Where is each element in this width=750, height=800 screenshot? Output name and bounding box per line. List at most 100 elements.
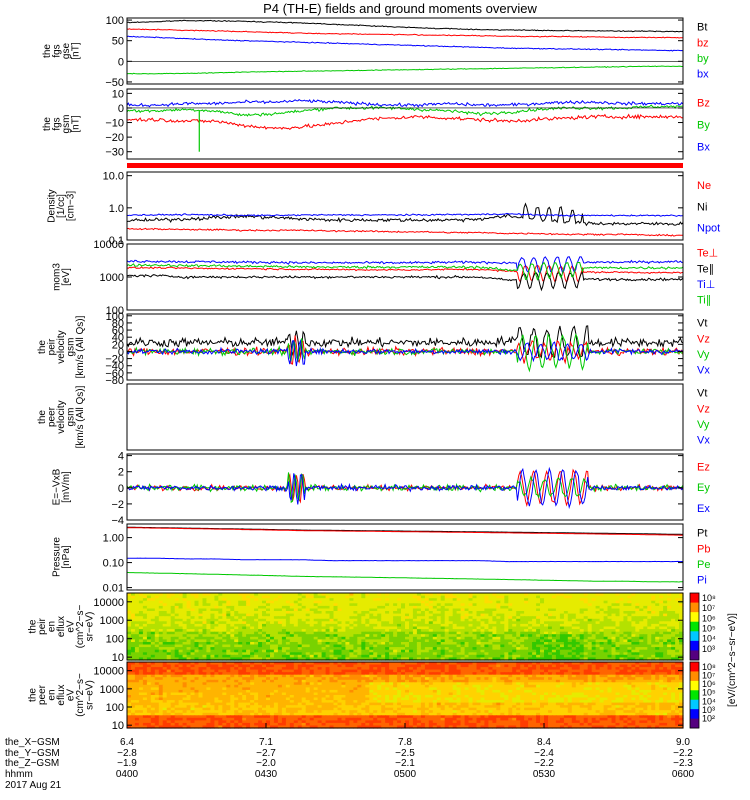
panel-frame <box>126 453 684 521</box>
colorbar-tick: 10⁶ <box>702 679 716 689</box>
tick-label: 20 <box>112 339 124 351</box>
tick-label: 0 <box>118 346 124 358</box>
tick-label: 100 <box>106 702 124 714</box>
tick-label: 10 <box>112 88 124 100</box>
tick-label: 100 <box>106 15 124 27</box>
y-axis-label: E=−VxB <box>51 468 62 505</box>
legend-Vz: Vz <box>697 403 710 415</box>
y-axis-label: eflux <box>56 684 67 705</box>
panel-frame <box>126 383 684 451</box>
colorbar-tick: 10² <box>702 713 715 723</box>
y-axis-label: sr−eV) <box>85 680 96 710</box>
footer-value: −2.5 <box>395 748 415 759</box>
tick-label: 0 <box>118 103 124 115</box>
y-axis-label: sr−eV) <box>85 612 96 642</box>
tick-label: −20 <box>105 354 124 366</box>
legend-Pe: Pe <box>697 559 710 571</box>
footer-value: −2.8 <box>117 748 137 759</box>
footer-row-label: the_X−GSM <box>5 737 60 748</box>
footer-value: 0400 <box>116 769 139 780</box>
colorbar-tick: 10⁸ <box>702 593 716 603</box>
colorbar <box>689 592 700 661</box>
y-axis-label: mom3 <box>51 263 62 291</box>
tick-label: 10000 <box>93 597 124 609</box>
footer-value: 0600 <box>672 769 695 780</box>
y-axis-label: gsm <box>66 408 77 427</box>
legend-Vy: Vy <box>697 349 710 361</box>
panel-spec_e: 10000 1000 100 10 thepeerenefluxeV(cm^2−s−sr… <box>28 661 716 732</box>
panels: 100500−50thefgsgse[nT]Btbzbybx100−10−20−… <box>28 15 739 732</box>
y-axis-label: fgs <box>51 117 62 130</box>
panel-density: 10.0 1.0 0.1 Density[1/cc][cm−3] Ne Ni Npot <box>47 171 721 247</box>
colorbar-tick: 10⁷ <box>702 671 715 681</box>
footer-value: 8.4 <box>537 737 551 748</box>
y-axis-label: [eV] <box>61 268 72 286</box>
tick-label: −10 <box>105 118 124 130</box>
footer-value: −2.2 <box>534 758 554 769</box>
panel-frame <box>126 523 684 591</box>
tick-label: 50 <box>112 36 124 48</box>
legend-Ez: Ez <box>697 462 710 474</box>
colorbar-label: [eV/(cm^2−s−sr−eV)] <box>727 613 738 707</box>
y-axis-label: eV <box>66 620 77 633</box>
series-fgs_gsm-1 <box>126 104 684 117</box>
tick-label: 0.1 <box>109 235 124 247</box>
footer-value: 0530 <box>533 769 556 780</box>
legend-Te∥: Te∥ <box>697 263 714 275</box>
y-axis-label: [km/s (All Qs)] <box>75 385 86 448</box>
tick-label: 80 <box>112 318 124 330</box>
legend-Vy: Vy <box>697 419 710 431</box>
tick-label: 1.00 <box>103 533 124 545</box>
footer-value: −2.3 <box>673 758 693 769</box>
footer-value: 0430 <box>255 769 278 780</box>
colorbar-tick: 10⁶ <box>702 613 716 623</box>
tick-label: 10000 <box>93 239 124 251</box>
legend-Ey: Ey <box>697 482 710 494</box>
legend-Vt: Vt <box>697 318 707 330</box>
series-vel-0 <box>126 325 684 359</box>
series-efield-2 <box>126 466 684 510</box>
footer-row-label: the_Y−GSM <box>5 748 60 759</box>
tick-label: −80 <box>105 375 124 387</box>
tick-label: 0.10 <box>103 558 124 570</box>
footer-value: 7.1 <box>259 737 273 748</box>
y-axis-label: velocity <box>56 330 67 363</box>
y-axis-label: [km/s (All Qs)] <box>75 315 86 378</box>
legend-Ti⊥: Ti⊥ <box>697 279 715 291</box>
series-fgs-2 <box>126 65 683 75</box>
series-temp-3 <box>126 261 684 281</box>
colorbar-tick: 10⁷ <box>702 603 715 613</box>
legend-By: By <box>697 119 710 131</box>
tick-label: 0 <box>118 483 124 495</box>
legend-Ni: Ni <box>697 201 707 213</box>
y-axis-label: [mV/m] <box>61 471 72 503</box>
tick-label: −20 <box>105 132 124 144</box>
tick-label: 100 <box>106 634 124 646</box>
y-axis-label: velocity <box>56 400 67 433</box>
y-axis-label: the <box>42 117 53 131</box>
y-axis-label: fgs <box>51 44 62 57</box>
tick-label: 100 <box>106 311 124 323</box>
colorbar-tick: 10³ <box>702 644 715 654</box>
legend-Bt: Bt <box>697 22 707 34</box>
series-fgs-0 <box>126 19 684 33</box>
y-axis-label: en <box>47 689 58 700</box>
y-axis-label: the <box>42 44 53 58</box>
legend-Ne: Ne <box>697 180 711 192</box>
tick-label: 0.01 <box>103 583 124 595</box>
panel-frame <box>126 313 684 381</box>
tick-label: −40 <box>105 361 124 373</box>
panel-flag <box>127 163 683 168</box>
legend-Bx: Bx <box>697 141 710 153</box>
tick-label: 10.0 <box>103 171 124 183</box>
footer-value: 0500 <box>394 769 417 780</box>
y-axis-label: [nT] <box>70 115 81 132</box>
y-axis-label: eflux <box>56 616 67 637</box>
tick-label: 2 <box>118 467 124 479</box>
tick-label: 60 <box>112 325 124 337</box>
footer-value: −2.0 <box>256 758 276 769</box>
series-temp-2 <box>126 256 684 274</box>
y-axis-label: (cm^2−s− <box>75 673 86 717</box>
legend-Ti∥: Ti∥ <box>697 295 711 307</box>
